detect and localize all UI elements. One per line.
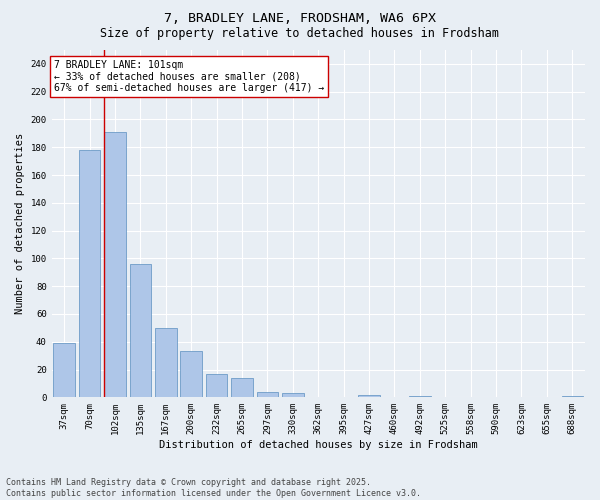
Text: Size of property relative to detached houses in Frodsham: Size of property relative to detached ho…	[101, 28, 499, 40]
Bar	[231, 378, 253, 398]
Bar	[409, 396, 431, 398]
Bar	[206, 374, 227, 398]
Bar	[53, 343, 75, 398]
Bar	[181, 352, 202, 398]
Y-axis label: Number of detached properties: Number of detached properties	[15, 133, 25, 314]
Bar	[257, 392, 278, 398]
Bar	[104, 132, 126, 398]
Text: Contains HM Land Registry data © Crown copyright and database right 2025.
Contai: Contains HM Land Registry data © Crown c…	[6, 478, 421, 498]
Text: 7, BRADLEY LANE, FRODSHAM, WA6 6PX: 7, BRADLEY LANE, FRODSHAM, WA6 6PX	[164, 12, 436, 26]
Bar	[358, 394, 380, 398]
Bar	[282, 393, 304, 398]
Bar	[155, 328, 176, 398]
Bar	[130, 264, 151, 398]
X-axis label: Distribution of detached houses by size in Frodsham: Distribution of detached houses by size …	[159, 440, 478, 450]
Bar	[562, 396, 583, 398]
Text: 7 BRADLEY LANE: 101sqm
← 33% of detached houses are smaller (208)
67% of semi-de: 7 BRADLEY LANE: 101sqm ← 33% of detached…	[54, 60, 325, 93]
Bar	[79, 150, 100, 398]
